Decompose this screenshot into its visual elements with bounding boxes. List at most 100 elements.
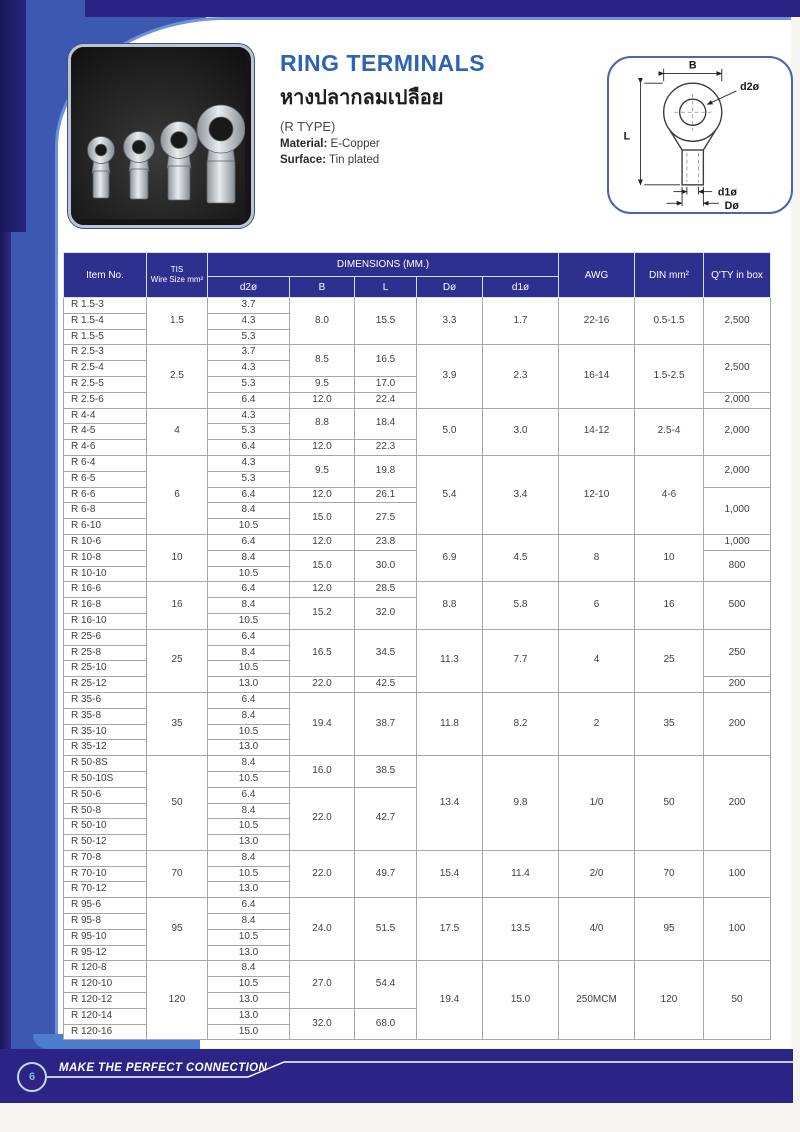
table-cell: 3.4 bbox=[481, 454, 560, 535]
page-number: 6 bbox=[28, 1071, 36, 1083]
table-cell: 22-16 bbox=[558, 296, 636, 346]
table-cell: 95 bbox=[634, 897, 705, 962]
table-cell: 2,500 bbox=[703, 296, 772, 346]
table-cell: 1/0 bbox=[558, 755, 636, 851]
table-row: R 4-5 5.3 bbox=[63, 423, 771, 441]
table-cell: R 4-4 bbox=[63, 407, 147, 425]
table-cell: R 6-4 bbox=[63, 454, 147, 472]
table-cell: 16 bbox=[146, 581, 208, 630]
table-cell: R 120-14 bbox=[63, 1007, 147, 1025]
table-header: Item No. TIS Wire Size mm² DIMENSIONS (M… bbox=[63, 252, 772, 298]
table-cell: R 16-10 bbox=[63, 612, 147, 630]
table-cell: 13.0 bbox=[207, 944, 290, 962]
table-cell: 6 bbox=[146, 454, 208, 535]
table-cell: R 95-10 bbox=[63, 928, 147, 946]
table-cell: R 35-10 bbox=[63, 723, 147, 741]
table-cell: R 95-12 bbox=[63, 944, 147, 962]
table-cell: 28.5 bbox=[354, 581, 417, 599]
table-row: R 35-6 35 6.4 19.4 38.7 11.8 8.2 2 35 200 bbox=[63, 691, 772, 757]
table-row: R 1.5-4 4.3 bbox=[63, 312, 771, 330]
table-cell: 8.0 bbox=[289, 296, 355, 346]
table-cell: R 6-5 bbox=[63, 470, 147, 488]
table-cell: 10.5 bbox=[207, 865, 290, 883]
table-cell: 8.4 bbox=[207, 913, 290, 930]
table-cell: 35 bbox=[146, 691, 208, 757]
table-cell: 42.5 bbox=[354, 676, 417, 693]
table-cell: 6.4 bbox=[207, 486, 290, 504]
table-cell: 30.0 bbox=[354, 549, 417, 583]
table-cell: 27.0 bbox=[289, 960, 355, 1009]
table-cell: 8.4 bbox=[207, 502, 290, 520]
table-cell: 6.4 bbox=[207, 581, 290, 599]
table-cell: R 2.5-3 bbox=[63, 344, 147, 362]
table-cell: 1.5-2.5 bbox=[634, 344, 705, 409]
table-cell: R 25-12 bbox=[63, 676, 147, 693]
table-cell: 3.9 bbox=[416, 344, 483, 409]
table-cell: 15.5 bbox=[354, 296, 417, 346]
surface-value: Tin plated bbox=[329, 154, 380, 166]
table-cell: 50 bbox=[146, 755, 208, 851]
ring-terminal-xlarge bbox=[196, 104, 245, 204]
table-cell: 100 bbox=[703, 849, 772, 899]
dim-label-b: B bbox=[689, 60, 697, 72]
ring-terminal-medium bbox=[123, 131, 155, 200]
table-cell: 8 bbox=[558, 533, 636, 583]
table-cell: 5.3 bbox=[207, 423, 290, 441]
table-cell: R 1.5-4 bbox=[63, 312, 147, 330]
table-row: R 120-14 13.0 32.0 68.0 bbox=[63, 1007, 771, 1041]
table-row: R 50-8S 50 8.4 16.0 38.5 13.4 9.8 1/0 50 200 bbox=[63, 755, 772, 851]
table-row: R 6-5 5.3 bbox=[63, 470, 771, 488]
table-cell: 50 bbox=[703, 960, 772, 1041]
table-cell: 12-10 bbox=[558, 454, 636, 535]
table-cell: 10 bbox=[634, 533, 705, 583]
table-cell: R 35-12 bbox=[63, 739, 147, 757]
table-cell: 8.4 bbox=[207, 707, 290, 725]
surface-spec: Surface: Tin plated bbox=[280, 154, 580, 166]
table-cell: 2/0 bbox=[558, 849, 636, 899]
col-header-l: L bbox=[354, 276, 417, 298]
ring-terminal-photo-items bbox=[87, 104, 245, 204]
footer-line-decoration bbox=[43, 1061, 793, 1078]
table-row: R 16-10 10.5 bbox=[63, 612, 771, 630]
table-cell: 12.0 bbox=[289, 581, 355, 599]
table-cell: 200 bbox=[703, 755, 772, 851]
table-cell: R 6-8 bbox=[63, 502, 147, 520]
table-cell: 5.8 bbox=[481, 581, 560, 630]
table-row: R 6-6 6.4 12.0 26.1 1,000 bbox=[63, 486, 772, 535]
table-cell: 120 bbox=[634, 960, 705, 1041]
table-cell: 4.3 bbox=[207, 407, 290, 425]
table-cell: 5.3 bbox=[207, 375, 290, 393]
table-cell: 8.8 bbox=[416, 581, 483, 630]
table-cell: R 16-8 bbox=[63, 597, 147, 614]
table-cell: 250 bbox=[703, 628, 772, 678]
table-cell: 12.0 bbox=[289, 391, 355, 409]
table-cell: 13.0 bbox=[207, 992, 290, 1009]
table-cell: 6.4 bbox=[207, 897, 290, 915]
table-cell: 7.7 bbox=[481, 628, 560, 693]
table-cell: R 25-6 bbox=[63, 628, 147, 646]
table-cell: 4/0 bbox=[558, 897, 636, 962]
col-header-d: Dø bbox=[416, 276, 483, 298]
table-cell: 10.5 bbox=[207, 612, 290, 630]
col-header-din: DIN mm² bbox=[634, 252, 705, 298]
page-title: RING TERMINALS bbox=[280, 50, 486, 76]
table-cell: 8.4 bbox=[207, 755, 290, 772]
table-row: R 25-6 25 6.4 16.5 34.5 11.3 7.7 4 25 250 bbox=[63, 628, 772, 693]
table-cell: R 50-6 bbox=[63, 786, 147, 804]
table-cell: R 120-8 bbox=[63, 960, 147, 978]
table-row: R 6-8 8.4 15.0 27.5 bbox=[63, 502, 771, 535]
table-cell: 200 bbox=[703, 691, 772, 757]
table-cell: 22.0 bbox=[289, 849, 355, 899]
col-header-item-no: Item No. bbox=[63, 252, 147, 298]
top-navy-bar bbox=[85, 0, 800, 17]
table-cell: 19.4 bbox=[289, 691, 355, 757]
table-cell: R 1.5-5 bbox=[63, 328, 147, 346]
table-cell: 32.0 bbox=[354, 597, 417, 630]
table-cell: 8.4 bbox=[207, 597, 290, 614]
table-row: R 50-6 6.4 22.0 42.7 bbox=[63, 786, 771, 851]
dimension-diagram: B d2ø L d1ø Dø bbox=[607, 56, 793, 214]
table-row: R 1.5-3 1.5 3.7 8.0 15.5 3.3 1.7 22-16 0.5-1.5 2,… bbox=[63, 296, 772, 346]
table-cell: 8.8 bbox=[289, 407, 355, 441]
table-cell: 6.4 bbox=[207, 628, 290, 646]
table-cell: 0.5-1.5 bbox=[634, 296, 705, 346]
